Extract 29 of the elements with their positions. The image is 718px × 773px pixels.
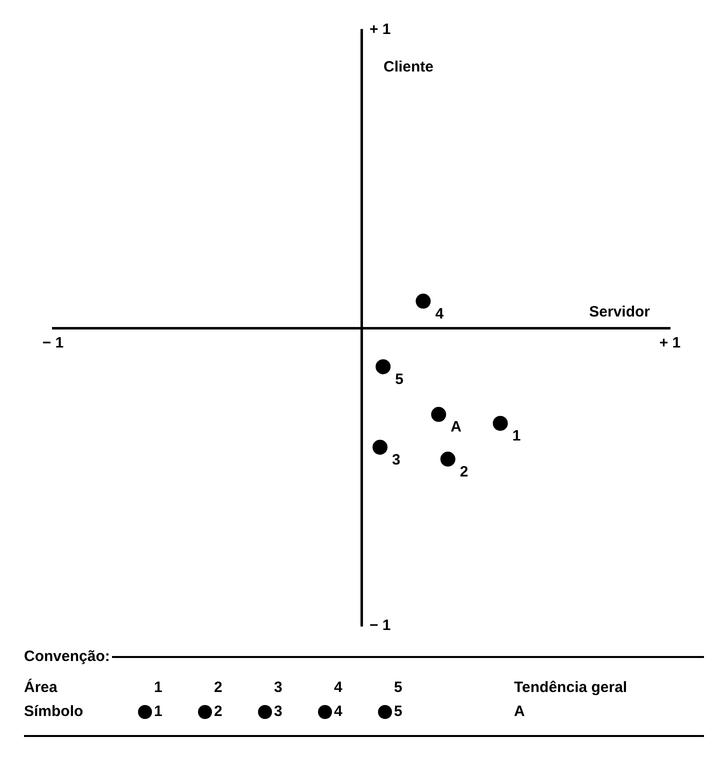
- text: 3: [274, 679, 282, 696]
- annotation: 4: [435, 305, 444, 322]
- text: Área: [24, 679, 58, 696]
- text: A: [514, 703, 525, 720]
- annotation: 1: [512, 428, 521, 444]
- text: Tendência geral: [514, 679, 628, 696]
- legend-label: 4: [334, 703, 342, 720]
- y-axis-title: Cliente: [384, 58, 434, 76]
- point: [431, 406, 446, 422]
- text: 2: [214, 679, 222, 696]
- legend-label: 2: [214, 703, 222, 720]
- text: Símbolo: [24, 703, 84, 720]
- point: [440, 452, 456, 467]
- point: [376, 359, 391, 374]
- annotation: 3: [392, 451, 400, 468]
- point: [372, 440, 388, 455]
- point: [492, 416, 508, 431]
- legend-label: 5: [394, 703, 402, 720]
- series-label: A: [450, 418, 462, 436]
- legend-label: 1: [154, 703, 162, 720]
- annotation: 5: [395, 370, 404, 388]
- text: 1: [154, 679, 162, 696]
- annotation: 2: [460, 463, 468, 480]
- x-axis-title: Servidor: [589, 304, 650, 321]
- text: Convenção:: [24, 648, 110, 665]
- text: 5: [394, 679, 402, 696]
- point: [416, 294, 431, 309]
- legend-label: 3: [274, 703, 282, 720]
- text: 4: [334, 679, 342, 696]
